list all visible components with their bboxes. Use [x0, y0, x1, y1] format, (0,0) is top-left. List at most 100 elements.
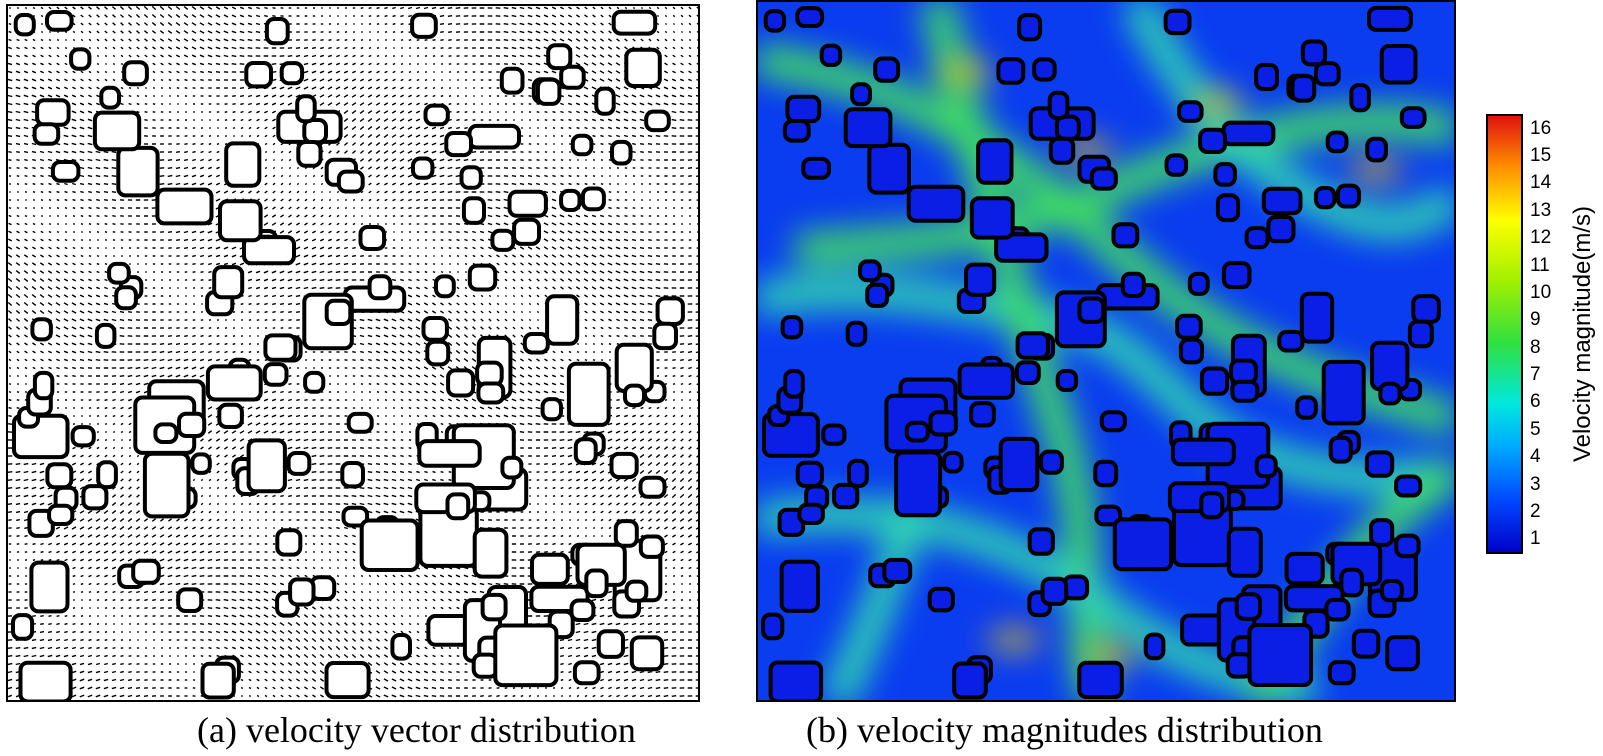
obstacle: [446, 368, 476, 398]
obstacle: [1015, 360, 1041, 386]
obstacle: [107, 261, 131, 285]
obstacle: [390, 633, 412, 661]
obstacle: [928, 410, 958, 437]
obstacle: [340, 461, 365, 489]
obstacle: [1221, 261, 1252, 290]
colorbar-tick-label: 12: [1530, 227, 1552, 249]
obstacle: [1411, 294, 1441, 324]
obstacle: [540, 397, 563, 422]
obstacle: [572, 660, 601, 686]
obstacle: [279, 61, 305, 86]
obstacle: [411, 156, 435, 180]
obstacle: [998, 436, 1040, 493]
obstacles: [11, 9, 685, 704]
obstacle: [652, 321, 678, 351]
colorbar-tick-label: 2: [1530, 500, 1541, 522]
obstacle: [1027, 527, 1055, 556]
obstacle: [580, 186, 606, 212]
obstacle: [1324, 597, 1351, 622]
obstacle: [1314, 61, 1341, 87]
obstacle: [768, 660, 824, 704]
colorbar-tick-label: 11: [1530, 254, 1550, 276]
obstacle: [423, 103, 450, 127]
colorbar-tick-label: 7: [1530, 364, 1541, 386]
obstacle: [303, 370, 326, 394]
obstacle: [336, 169, 365, 194]
obstacle: [1163, 8, 1192, 36]
plot-frame: [6, 4, 700, 702]
obstacle: [996, 57, 1026, 85]
obstacle: [263, 333, 298, 362]
obstacle: [1015, 331, 1050, 360]
obstacles: [761, 5, 1441, 704]
hotspot: [1085, 646, 1137, 664]
obstacle: [410, 12, 438, 39]
plot-frame: [756, 0, 1456, 702]
obstacle: [421, 316, 449, 342]
obstacle: [819, 43, 843, 67]
obstacle: [94, 322, 117, 349]
obstacle: [969, 196, 1015, 240]
velocity-magnitude-plot: [752, 0, 1466, 711]
obstacle: [499, 66, 525, 95]
obstacle: [957, 362, 1015, 400]
obstacle: [906, 184, 966, 223]
obstacle: [512, 217, 542, 246]
obstacle: [904, 420, 930, 443]
obstacle: [1349, 83, 1371, 113]
obstacle: [1093, 459, 1119, 488]
obstacle: [1112, 517, 1174, 572]
obstacle: [475, 360, 504, 387]
obstacle: [264, 17, 290, 46]
obstacle: [927, 586, 955, 613]
obstacle: [302, 118, 328, 145]
obstacle: [882, 557, 913, 585]
obstacle: [1385, 635, 1420, 672]
obstacle: [200, 661, 236, 700]
obstacle: [153, 422, 179, 444]
obstacle: [873, 56, 901, 83]
obstacle: [1177, 100, 1204, 123]
obstacle: [459, 165, 483, 190]
obstacle: [1226, 526, 1263, 578]
obstacle: [1221, 120, 1276, 147]
obstacle: [296, 140, 323, 168]
hotspot: [940, 63, 992, 81]
obstacle: [795, 460, 824, 488]
colorbar-tick-label: 1: [1530, 528, 1541, 550]
obstacle: [1394, 474, 1423, 498]
colorbar-tick-label: 14: [1530, 172, 1552, 194]
obstacle: [32, 122, 61, 146]
obstacle: [224, 141, 262, 188]
obstacle: [969, 401, 996, 428]
colorbar-tick-label: 4: [1530, 446, 1541, 468]
obstacle: [1017, 13, 1043, 42]
obstacle: [1254, 454, 1278, 479]
obstacle: [1094, 504, 1123, 527]
obstacle: [952, 661, 988, 700]
obstacle: [1111, 222, 1140, 249]
obstacle: [1170, 437, 1236, 467]
obstacle: [18, 660, 73, 704]
obstacle: [1244, 226, 1270, 250]
obstacle: [1254, 63, 1280, 91]
obstacle: [116, 145, 160, 198]
obstacle: [32, 370, 55, 401]
obstacle: [122, 60, 149, 87]
obstacle: [341, 505, 370, 528]
obstacle: [11, 613, 35, 641]
colorbar-tick-label: 8: [1530, 336, 1541, 358]
obstacle: [780, 315, 804, 340]
obstacle: [522, 332, 550, 355]
obstacle: [1199, 366, 1230, 396]
obstacle: [244, 61, 274, 89]
obstacle: [1394, 533, 1421, 559]
obstacle: [611, 9, 658, 36]
obstacle: [596, 629, 626, 659]
obstacle: [1048, 136, 1076, 165]
obstacle: [1351, 628, 1381, 659]
obstacle: [624, 47, 662, 88]
obstacle: [1039, 449, 1064, 475]
obstacle: [218, 199, 263, 243]
colorbar-tick-label: 3: [1530, 473, 1541, 495]
